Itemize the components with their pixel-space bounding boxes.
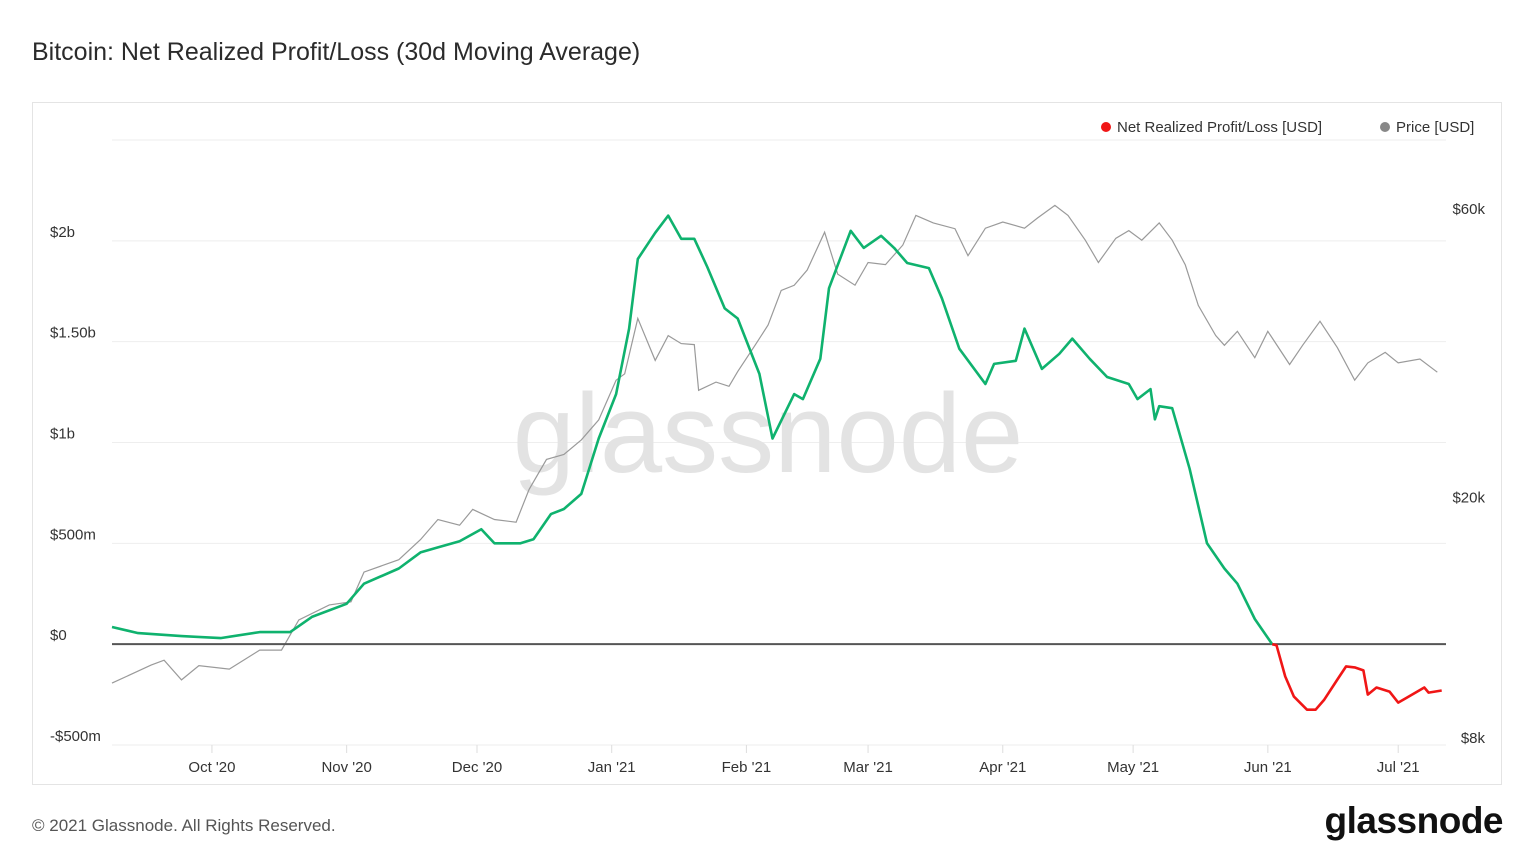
nrpl-line-positive	[111, 214, 1274, 645]
chart-title: Bitcoin: Net Realized Profit/Loss (30d M…	[32, 38, 641, 66]
y-left-tick-label: $1.50b	[50, 325, 96, 342]
x-tick-label: Dec '20	[452, 759, 502, 776]
x-tick-label: Jan '21	[588, 759, 636, 776]
gridlines	[112, 139, 1446, 746]
x-tick-label: Apr '21	[979, 759, 1026, 776]
x-tick-label: Oct '20	[188, 759, 235, 776]
y-left-tick-label: $500m	[50, 526, 96, 543]
legend-dot-nrpl	[1101, 122, 1111, 132]
nrpl-line-negative	[1271, 642, 1442, 712]
glassnode-logo: glassnode	[1324, 800, 1504, 841]
x-tick-label: May '21	[1107, 759, 1159, 776]
y-left-tick-label: $0	[50, 627, 67, 644]
y-left-tick-label: $2b	[50, 224, 75, 241]
legend: Net Realized Profit/Loss [USD] Price [USD…	[1101, 119, 1474, 136]
legend-dot-price	[1380, 122, 1390, 132]
y-left-tick-label: -$500m	[50, 728, 101, 745]
y-right-tick-label: $8k	[1461, 730, 1486, 747]
nrpl-series	[111, 214, 1442, 712]
watermark: glassnode	[513, 371, 1024, 496]
legend-label-nrpl: Net Realized Profit/Loss [USD]	[1117, 119, 1322, 136]
copyright-text: © 2021 Glassnode. All Rights Reserved.	[32, 816, 336, 835]
x-tick-label: Jul '21	[1377, 759, 1420, 776]
x-tick-label: Feb '21	[722, 759, 772, 776]
y-right-tick-label: $20k	[1452, 489, 1485, 506]
y-right-tick-label: $60k	[1452, 201, 1485, 218]
y-axis-left: -$500m $0 $500m $1b $1.50b $2b	[50, 224, 101, 745]
legend-label-price: Price [USD]	[1396, 119, 1474, 136]
y-left-tick-label: $1b	[50, 426, 75, 443]
x-tick-label: Jun '21	[1244, 759, 1292, 776]
price-line	[111, 204, 1438, 684]
x-axis: Oct '20 Nov '20 Dec '20 Jan '21 Feb '21 Mar '…	[188, 745, 1420, 776]
y-axis-right: $8k $20k $60k	[1452, 201, 1485, 747]
price-series	[111, 204, 1438, 684]
chart-frame	[32, 102, 1502, 785]
x-tick-label: Nov '20	[321, 759, 371, 776]
x-tick-label: Mar '21	[843, 759, 893, 776]
